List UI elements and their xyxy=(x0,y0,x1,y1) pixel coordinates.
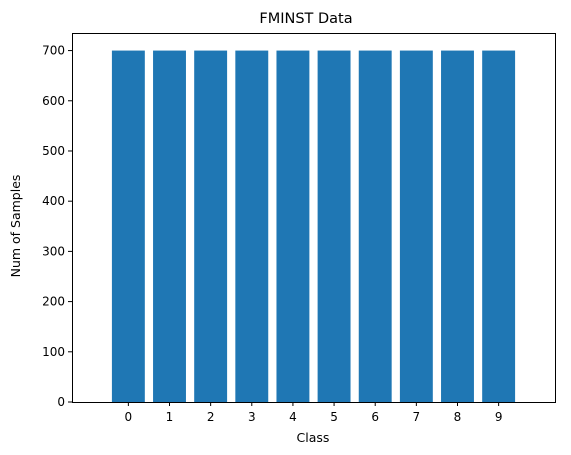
bar-class-6 xyxy=(358,50,392,402)
x-axis: 0 1 2 3 4 5 6 7 8 9 xyxy=(125,402,503,424)
bar-class-0 xyxy=(111,50,145,402)
y-axis-label: Num of Samples xyxy=(8,175,23,278)
y-tick-label-600: 600 xyxy=(42,94,65,108)
bars-group xyxy=(111,50,516,402)
y-axis: 0 100 200 300 400 500 600 700 xyxy=(42,44,72,409)
bar-class-1 xyxy=(153,50,186,402)
bar-class-5 xyxy=(317,50,351,402)
y-tick-label-200: 200 xyxy=(42,295,65,309)
y-tick-label-300: 300 xyxy=(42,244,65,258)
x-tick-label-1: 1 xyxy=(166,410,174,424)
x-tick-label-2: 2 xyxy=(207,410,215,424)
bar-class-8 xyxy=(441,50,474,402)
y-tick-label-500: 500 xyxy=(42,144,65,158)
x-tick-label-8: 8 xyxy=(454,410,462,424)
bar-class-9 xyxy=(482,50,516,402)
plot-frame xyxy=(72,33,556,403)
bar-class-2 xyxy=(194,50,228,402)
x-tick-label-7: 7 xyxy=(413,410,421,424)
bar-class-7 xyxy=(399,50,433,402)
x-tick-label-4: 4 xyxy=(289,410,297,424)
x-axis-label: Class xyxy=(297,430,330,445)
chart-title: FMINST Data xyxy=(259,11,352,27)
y-tick-label-0: 0 xyxy=(57,395,65,409)
bar-class-4 xyxy=(276,50,310,402)
y-tick-label-400: 400 xyxy=(42,194,65,208)
y-tick-label-100: 100 xyxy=(42,345,65,359)
bar-class-3 xyxy=(235,50,269,402)
y-tick-label-700: 700 xyxy=(42,44,65,58)
x-tick-label-6: 6 xyxy=(371,410,379,424)
x-tick-label-0: 0 xyxy=(125,410,133,424)
x-tick-label-5: 5 xyxy=(330,410,338,424)
x-tick-label-3: 3 xyxy=(248,410,256,424)
x-tick-label-9: 9 xyxy=(495,410,503,424)
